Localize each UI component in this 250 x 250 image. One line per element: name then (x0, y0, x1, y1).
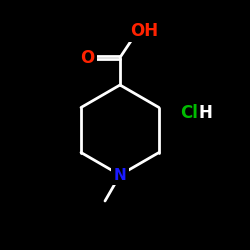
Text: O: O (80, 48, 94, 66)
Text: OH: OH (130, 22, 158, 40)
Text: N: N (114, 168, 126, 182)
Text: Cl: Cl (180, 104, 198, 122)
Text: H: H (199, 104, 212, 122)
